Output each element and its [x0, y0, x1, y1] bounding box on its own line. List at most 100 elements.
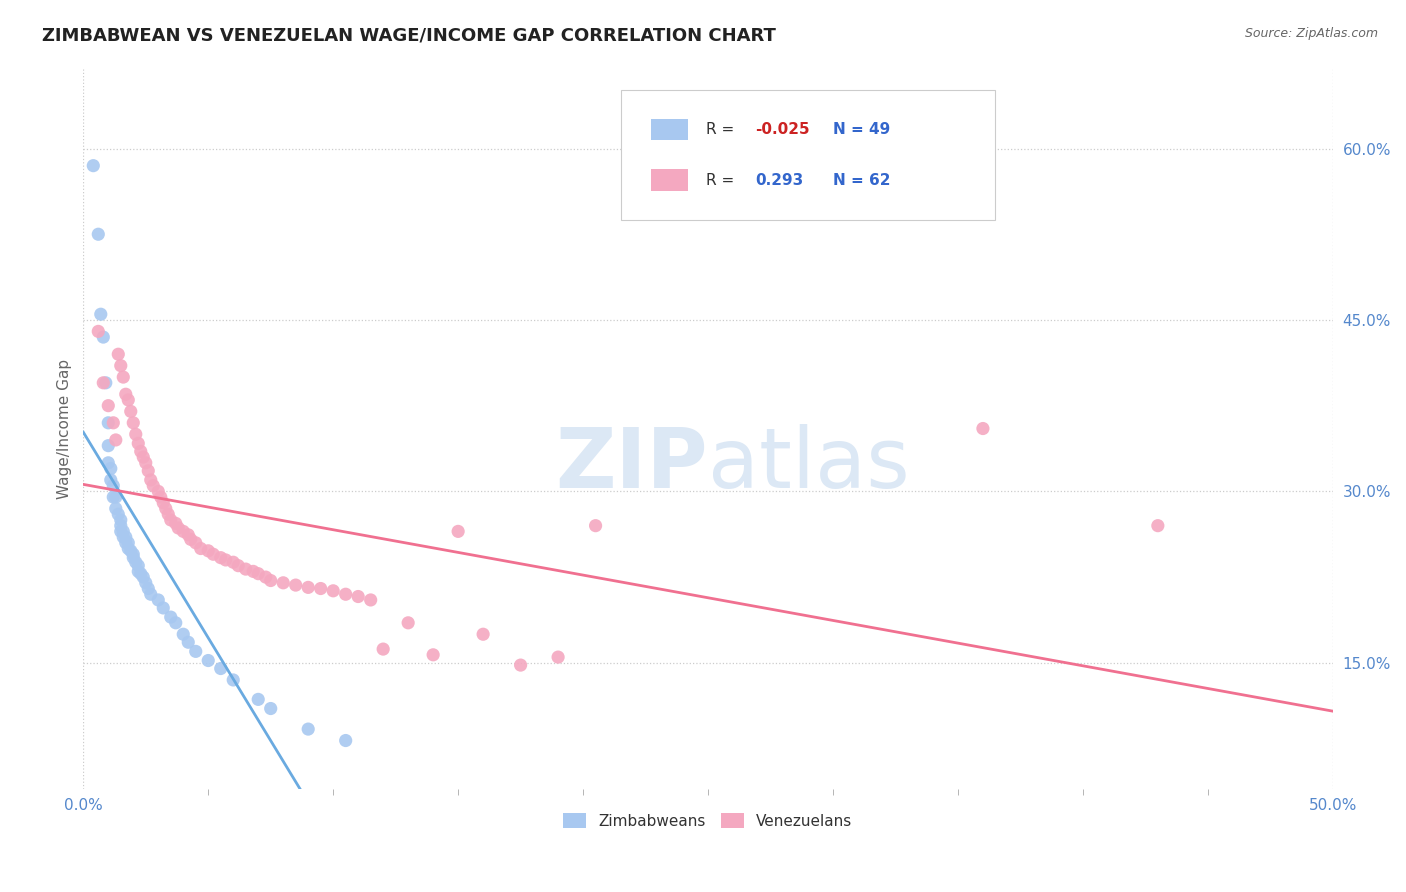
- Point: [136, 582, 159, 596]
- Point: [100, 461, 122, 475]
- Point: [122, 550, 145, 565]
- Point: [114, 530, 136, 544]
- Point: [110, 513, 132, 527]
- Point: [104, 433, 127, 447]
- Point: [149, 490, 172, 504]
- Point: [159, 513, 181, 527]
- Point: [97, 456, 120, 470]
- Point: [184, 644, 207, 658]
- Point: [260, 574, 283, 588]
- Text: ZIP: ZIP: [555, 424, 709, 505]
- Point: [110, 359, 132, 373]
- Point: [100, 473, 122, 487]
- Point: [110, 524, 132, 539]
- Point: [148, 484, 170, 499]
- Point: [222, 673, 245, 687]
- Point: [155, 501, 177, 516]
- Point: [127, 558, 149, 573]
- Point: [509, 658, 531, 673]
- Point: [309, 582, 332, 596]
- Point: [91, 376, 114, 390]
- Point: [117, 541, 139, 556]
- Point: [172, 524, 194, 539]
- Text: R =: R =: [706, 122, 738, 137]
- Point: [91, 330, 114, 344]
- Point: [167, 521, 190, 535]
- FancyBboxPatch shape: [651, 119, 688, 140]
- Point: [360, 593, 382, 607]
- FancyBboxPatch shape: [651, 169, 688, 191]
- Point: [132, 450, 155, 464]
- Point: [422, 648, 444, 662]
- Point: [112, 530, 135, 544]
- Point: [132, 570, 155, 584]
- Point: [127, 436, 149, 450]
- Point: [209, 550, 232, 565]
- Point: [190, 541, 212, 556]
- Text: N = 62: N = 62: [832, 173, 890, 187]
- Point: [97, 439, 120, 453]
- Text: R =: R =: [706, 173, 738, 187]
- Text: -0.025: -0.025: [755, 122, 810, 137]
- Point: [197, 543, 219, 558]
- Point: [110, 518, 132, 533]
- Point: [135, 575, 157, 590]
- Point: [297, 722, 319, 736]
- Point: [335, 587, 357, 601]
- Point: [104, 490, 127, 504]
- Point: [139, 473, 162, 487]
- Point: [117, 536, 139, 550]
- Point: [87, 227, 110, 242]
- Point: [260, 701, 283, 715]
- Point: [122, 416, 145, 430]
- Point: [152, 496, 174, 510]
- Point: [129, 566, 152, 581]
- Point: [103, 490, 125, 504]
- Point: [447, 524, 470, 539]
- Point: [112, 524, 135, 539]
- Point: [235, 562, 257, 576]
- Point: [82, 159, 104, 173]
- Point: [180, 533, 202, 547]
- Point: [97, 399, 120, 413]
- Point: [373, 642, 395, 657]
- Point: [122, 547, 145, 561]
- Point: [125, 427, 148, 442]
- Point: [112, 370, 135, 384]
- Point: [396, 615, 419, 630]
- Point: [335, 733, 357, 747]
- Point: [177, 635, 200, 649]
- Point: [197, 653, 219, 667]
- Text: N = 49: N = 49: [832, 122, 890, 137]
- Text: 0.293: 0.293: [755, 173, 804, 187]
- Point: [165, 615, 187, 630]
- Point: [103, 478, 125, 492]
- Point: [247, 566, 270, 581]
- Point: [90, 307, 112, 321]
- Point: [142, 478, 165, 492]
- Point: [159, 610, 181, 624]
- Point: [148, 593, 170, 607]
- Point: [184, 536, 207, 550]
- Point: [247, 692, 270, 706]
- Point: [547, 650, 569, 665]
- Y-axis label: Wage/Income Gap: Wage/Income Gap: [58, 359, 72, 499]
- Point: [129, 444, 152, 458]
- Point: [972, 421, 994, 435]
- Point: [165, 516, 187, 531]
- Point: [215, 553, 238, 567]
- Point: [127, 565, 149, 579]
- Point: [104, 501, 127, 516]
- Point: [135, 456, 157, 470]
- Point: [254, 570, 277, 584]
- Point: [139, 587, 162, 601]
- Point: [94, 376, 117, 390]
- Point: [172, 627, 194, 641]
- Point: [226, 558, 249, 573]
- Text: atlas: atlas: [709, 424, 910, 505]
- Point: [472, 627, 495, 641]
- Point: [136, 464, 159, 478]
- Point: [157, 507, 180, 521]
- Point: [202, 547, 225, 561]
- Point: [87, 325, 110, 339]
